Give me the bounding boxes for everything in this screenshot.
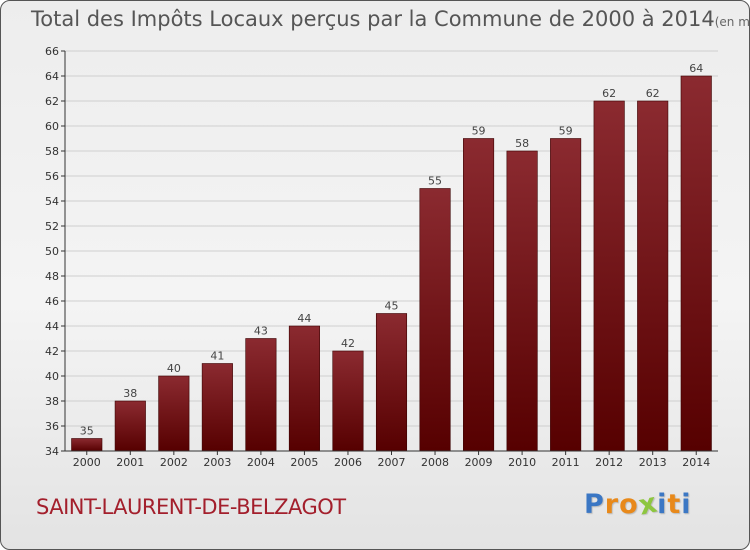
y-tick-label: 44 — [45, 320, 59, 333]
y-tick-label: 56 — [45, 170, 59, 183]
bar-2013[interactable] — [637, 100, 669, 452]
value-label-2014: 64 — [689, 62, 703, 75]
x-tick-label-2014: 2014 — [682, 456, 710, 469]
value-label-2011: 59 — [559, 125, 573, 138]
bar-2000[interactable] — [71, 438, 103, 452]
bar-2001[interactable] — [114, 400, 146, 452]
value-label-2007: 45 — [385, 300, 399, 313]
chart-title-text: Total des Impôts Locaux perçus par la Co… — [31, 7, 715, 31]
value-label-2001: 38 — [123, 387, 137, 400]
value-label-2003: 41 — [210, 350, 224, 363]
x-tick-label-2007: 2007 — [378, 456, 406, 469]
bar-2006[interactable] — [332, 350, 364, 452]
y-tick-label: 66 — [45, 45, 59, 58]
y-tick-label: 46 — [45, 295, 59, 308]
y-tick-label: 42 — [45, 345, 59, 358]
x-tick-label-2010: 2010 — [508, 456, 536, 469]
y-tick-label: 40 — [45, 370, 59, 383]
value-label-2002: 40 — [167, 362, 181, 375]
bar-2012[interactable] — [593, 100, 625, 452]
x-tick-label-2001: 2001 — [116, 456, 144, 469]
value-label-2005: 44 — [297, 312, 311, 325]
logo-letter: t — [667, 489, 682, 520]
bar-2014[interactable] — [680, 75, 712, 452]
chart-unit: (en milliers d'€) — [714, 15, 750, 29]
bars — [71, 75, 712, 452]
y-tick-label: 58 — [45, 145, 59, 158]
y-tick-label: 34 — [45, 445, 59, 458]
commune-name: SAINT-LAURENT-DE-BELZAGOT — [36, 495, 346, 519]
bar-2008[interactable] — [419, 188, 451, 452]
bar-2007[interactable] — [375, 313, 408, 452]
y-tick-label: 64 — [45, 70, 59, 83]
axes — [61, 50, 718, 455]
y-tick-label: 54 — [45, 195, 59, 208]
value-label-2010: 58 — [515, 137, 529, 150]
chart-title: Total des Impôts Locaux perçus par la Co… — [31, 7, 750, 31]
x-tick-label-2000: 2000 — [73, 456, 101, 469]
bar-2009[interactable] — [463, 138, 495, 452]
bar-2003[interactable] — [201, 363, 233, 452]
value-label-2000: 35 — [80, 425, 94, 438]
y-tick-label: 60 — [45, 120, 59, 133]
bar-2011[interactable] — [550, 138, 582, 452]
logo-letter: i — [657, 489, 668, 520]
x-tick-label-2009: 2009 — [465, 456, 493, 469]
logo-letter: i — [681, 489, 692, 520]
y-tick-label: 62 — [45, 95, 59, 108]
value-label-2012: 62 — [602, 87, 616, 100]
y-tick-label: 36 — [45, 420, 59, 433]
y-tick-label: 48 — [45, 270, 59, 283]
x-tick-label-2011: 2011 — [552, 456, 580, 469]
x-tick-label-2013: 2013 — [639, 456, 667, 469]
bar-2010[interactable] — [506, 150, 538, 452]
value-label-2008: 55 — [428, 175, 442, 188]
value-label-2006: 42 — [341, 337, 355, 350]
y-tick-label: 38 — [45, 395, 59, 408]
labels: 34 36 38 40 42 44 46 48 50 52 54 56 58 60 62 64 66 35 2000… — [45, 45, 710, 469]
x-tick-label-2005: 2005 — [290, 456, 318, 469]
logo-letter: P — [584, 489, 605, 520]
bar-2004[interactable] — [245, 338, 277, 452]
logo-letter: o — [619, 489, 639, 520]
proxiti-logo[interactable]: Proxiti — [584, 487, 692, 521]
logo-letter: r — [604, 489, 620, 520]
bar-2002[interactable] — [158, 375, 190, 452]
x-tick-label-2004: 2004 — [247, 456, 275, 469]
x-tick-label-2012: 2012 — [595, 456, 623, 469]
bar-2005[interactable] — [288, 325, 320, 452]
x-tick-label-2003: 2003 — [203, 456, 231, 469]
x-tick-label-2006: 2006 — [334, 456, 362, 469]
value-label-2004: 43 — [254, 325, 268, 338]
x-tick-label-2008: 2008 — [421, 456, 449, 469]
value-label-2009: 59 — [472, 125, 486, 138]
y-tick-label: 50 — [45, 245, 59, 258]
value-label-2013: 62 — [646, 87, 660, 100]
y-tick-label: 52 — [45, 220, 59, 233]
x-tick-label-2002: 2002 — [160, 456, 188, 469]
